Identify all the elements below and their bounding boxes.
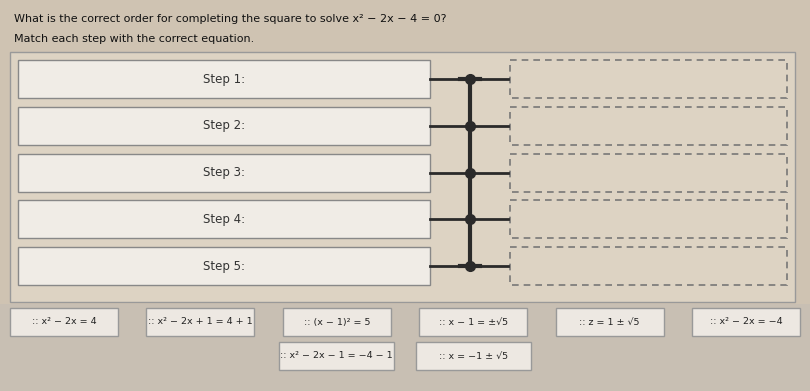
- Bar: [510, 201, 787, 239]
- Text: :: x − 1 = ±√5: :: x − 1 = ±√5: [439, 317, 508, 326]
- Bar: [416, 342, 531, 370]
- Text: :: x² − 2x = −4: :: x² − 2x = −4: [710, 317, 782, 326]
- Bar: [510, 107, 787, 145]
- Bar: [10, 52, 795, 302]
- Bar: [10, 308, 118, 336]
- Bar: [18, 107, 430, 145]
- Text: Step 2:: Step 2:: [203, 119, 245, 132]
- Text: Step 5:: Step 5:: [203, 260, 245, 273]
- Bar: [510, 60, 787, 98]
- Text: :: (x − 1)² = 5: :: (x − 1)² = 5: [304, 317, 370, 326]
- Bar: [18, 247, 430, 285]
- Bar: [692, 308, 800, 336]
- Text: Step 3:: Step 3:: [203, 166, 245, 179]
- Text: What is the correct order for completing the square to solve x² − 2x − 4 = 0?: What is the correct order for completing…: [14, 14, 446, 24]
- Bar: [279, 342, 394, 370]
- Text: :: x² − 2x + 1 = 4 + 1: :: x² − 2x + 1 = 4 + 1: [148, 317, 253, 326]
- Text: :: x = −1 ± √5: :: x = −1 ± √5: [439, 352, 508, 361]
- Bar: [18, 154, 430, 192]
- Bar: [18, 60, 430, 98]
- Bar: [283, 308, 390, 336]
- Text: :: x² − 2x = 4: :: x² − 2x = 4: [32, 317, 96, 326]
- Text: Step 1:: Step 1:: [203, 72, 245, 86]
- Bar: [420, 308, 527, 336]
- Bar: [0, 304, 810, 391]
- Text: Match each step with the correct equation.: Match each step with the correct equatio…: [14, 34, 254, 44]
- Bar: [556, 308, 663, 336]
- Bar: [147, 308, 254, 336]
- Text: :: z = 1 ± √5: :: z = 1 ± √5: [579, 317, 640, 326]
- Bar: [18, 201, 430, 239]
- Text: :: x² − 2x − 1 = −4 − 1: :: x² − 2x − 1 = −4 − 1: [280, 352, 393, 361]
- Text: Step 4:: Step 4:: [203, 213, 245, 226]
- Bar: [510, 247, 787, 285]
- Bar: [510, 154, 787, 192]
